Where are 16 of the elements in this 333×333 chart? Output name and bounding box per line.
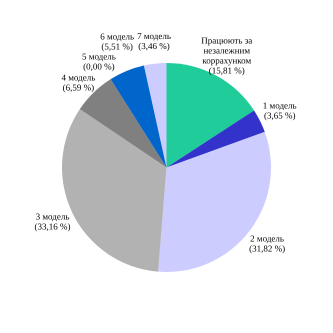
category-label: 5 модель xyxy=(82,52,116,62)
slice-label: Працюють за незалежним коррахунком xyxy=(201,36,252,66)
data-label: (15,81 %) xyxy=(208,66,245,76)
slice-label: 1 модель xyxy=(262,100,297,110)
slice-label: 3 модель xyxy=(36,212,70,222)
slice-label: 6 модель xyxy=(100,32,134,42)
data-label: (3,46 %) xyxy=(138,41,170,52)
slice-label: 4 модель xyxy=(61,72,96,83)
data-label: (31,82 %) xyxy=(249,244,286,254)
text: (0,00 %) xyxy=(83,62,115,72)
data-label: (33,16 %) xyxy=(34,222,71,232)
data-label: (3,65 %) xyxy=(264,110,296,120)
data-label: (6,59 %) xyxy=(62,82,94,93)
data-label: (5,51 %) xyxy=(101,42,133,52)
slice-label: 2 модель xyxy=(250,234,284,244)
slice-label: 7 модель xyxy=(137,31,171,42)
